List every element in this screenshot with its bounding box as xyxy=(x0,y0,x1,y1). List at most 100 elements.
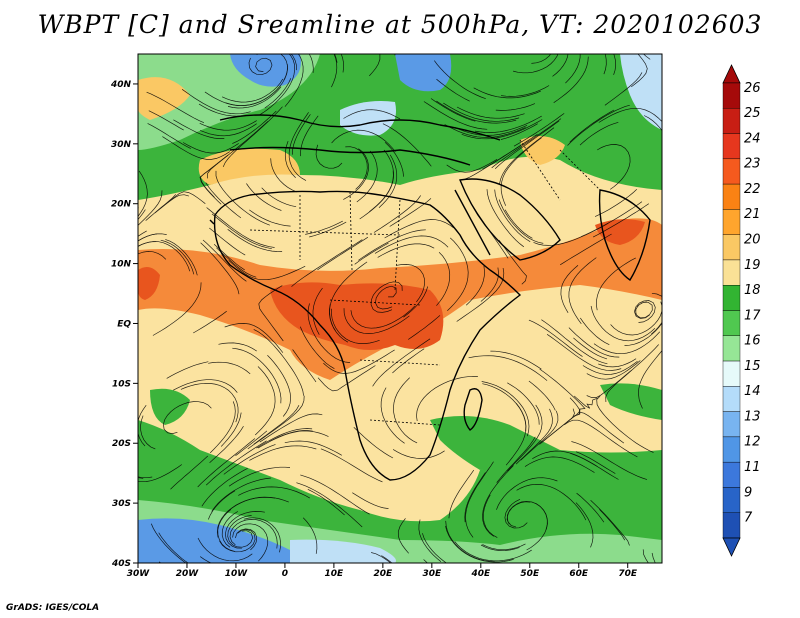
streamline xyxy=(232,110,277,144)
streamline xyxy=(397,518,409,554)
north-cold-patch-3 xyxy=(395,54,452,92)
streamline xyxy=(158,532,189,563)
streamline xyxy=(447,237,469,312)
colorbar-level-label: 17 xyxy=(744,308,761,323)
streamline xyxy=(345,146,368,190)
streamline xyxy=(267,354,291,417)
streamline xyxy=(482,494,498,538)
streamline xyxy=(638,350,662,409)
streamline xyxy=(202,239,247,282)
streamline xyxy=(253,329,304,396)
streamline xyxy=(299,326,335,369)
streamline xyxy=(247,395,305,450)
streamline xyxy=(531,54,552,64)
colorbar-swatch xyxy=(722,209,741,235)
streamline xyxy=(392,348,425,374)
streamline xyxy=(396,264,425,303)
streamline xyxy=(290,54,297,71)
streamline xyxy=(494,120,560,170)
colorbar-level-label: 13 xyxy=(744,409,761,424)
streamline xyxy=(228,260,306,281)
streamline xyxy=(564,419,638,458)
atlantic-islands xyxy=(209,219,215,225)
streamline xyxy=(382,123,432,167)
streamline xyxy=(473,87,541,99)
streamline xyxy=(464,139,530,180)
streamline xyxy=(496,477,558,510)
streamline xyxy=(541,319,608,365)
x-tick-label: 50E xyxy=(520,569,540,579)
streamline xyxy=(181,89,251,115)
north-cold-patch-1 xyxy=(230,54,301,87)
streamline xyxy=(444,124,526,138)
streamline xyxy=(513,113,565,147)
colorbar-level-label: 7 xyxy=(744,511,753,526)
streamline xyxy=(540,408,575,444)
streamline xyxy=(146,91,205,124)
streamline xyxy=(249,209,291,227)
streamline xyxy=(384,142,404,177)
streamline xyxy=(569,109,615,143)
colorbar-level-label: 11 xyxy=(744,460,761,475)
colorbar-swatch xyxy=(722,108,741,134)
streamline xyxy=(199,123,257,137)
colorbar-top-arrow xyxy=(722,64,741,84)
streamline xyxy=(221,78,284,103)
streamline xyxy=(354,242,389,265)
streamline xyxy=(292,349,317,383)
x-axis: 30W 20W 10W 0 10E 20E 30E 40E 50E 60E 70E xyxy=(127,563,638,579)
streamline xyxy=(630,54,648,88)
streamline xyxy=(507,404,543,472)
streamline xyxy=(513,54,559,74)
colorbar-swatch xyxy=(722,133,741,160)
west-core xyxy=(138,266,160,300)
streamline xyxy=(482,465,514,537)
streamline xyxy=(374,235,449,254)
streamline xyxy=(598,107,662,123)
streamline xyxy=(291,239,363,287)
streamline xyxy=(565,54,581,84)
streamline xyxy=(490,350,542,370)
colorbar-bottom-arrow xyxy=(722,537,741,557)
streamline xyxy=(495,103,536,111)
colorbar-level-label: 20 xyxy=(744,233,761,248)
streamline xyxy=(166,361,209,379)
streamline xyxy=(163,401,212,434)
streamline xyxy=(221,511,238,548)
streamline xyxy=(445,520,495,563)
streamline xyxy=(573,395,598,409)
country-borders xyxy=(249,139,601,426)
map-plot-area xyxy=(138,54,662,563)
streamline xyxy=(358,229,426,261)
streamline xyxy=(256,428,313,449)
north-cold-patch-4 xyxy=(620,54,662,130)
streamline xyxy=(343,109,401,120)
arabia-warm-patch xyxy=(520,136,565,165)
streamline xyxy=(594,189,638,217)
southwest-green-patch xyxy=(150,388,190,425)
streamline xyxy=(394,54,396,56)
streamline xyxy=(197,438,256,488)
europe-coastline xyxy=(219,114,501,141)
streamline xyxy=(575,451,616,474)
streamline xyxy=(198,103,242,117)
streamline xyxy=(331,129,396,152)
streamline xyxy=(216,496,276,538)
streamline xyxy=(372,338,431,387)
y-tick-label: 40N xyxy=(110,80,132,90)
streamline xyxy=(148,110,184,131)
streamline xyxy=(317,236,369,271)
streamline xyxy=(138,230,147,237)
streamline xyxy=(480,267,499,302)
streamline xyxy=(154,194,189,214)
streamline xyxy=(573,337,608,360)
y-axis: 40N 30N 20N 10N EQ 10S 20S 30S 40S xyxy=(110,80,138,569)
streamline xyxy=(227,229,283,252)
streamline xyxy=(528,319,583,357)
streamline xyxy=(465,266,485,306)
streamline xyxy=(524,456,595,473)
streamline xyxy=(205,440,267,486)
streamline xyxy=(296,482,363,528)
streamline xyxy=(138,190,163,226)
streamline xyxy=(464,472,486,523)
